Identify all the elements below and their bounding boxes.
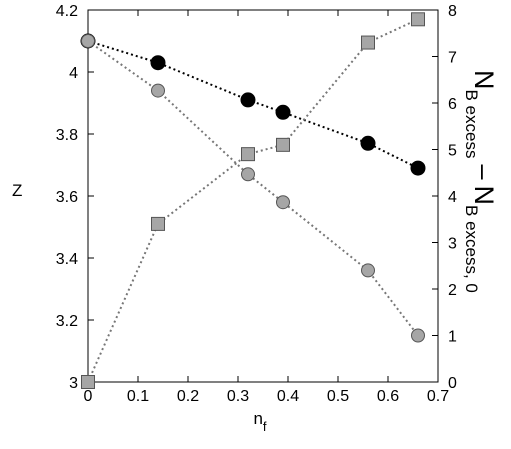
x-axis-label: nf xyxy=(253,409,266,434)
series-2-point xyxy=(361,35,375,50)
y2-tick-label: 5 xyxy=(448,143,457,160)
x-tick-label: 0.7 xyxy=(427,388,449,405)
series-2-point xyxy=(276,137,290,152)
y2-label-minus: – xyxy=(469,164,499,179)
x-tick-label: 0.1 xyxy=(127,388,149,405)
y2-tick-label: 6 xyxy=(448,96,457,113)
y-tick-label: 4 xyxy=(69,65,78,82)
y-tick-label: 3.2 xyxy=(56,313,78,330)
series-1-point xyxy=(151,83,165,98)
y2-label-part1: N xyxy=(469,70,499,90)
y2-tick-label: 0 xyxy=(448,375,457,392)
x-tick-label: 0.6 xyxy=(377,388,399,405)
y2-tick-label: 2 xyxy=(448,282,457,299)
x-tick-label: 0.3 xyxy=(227,388,249,405)
y2-axis-label: NB excess–NB excess, 0 xyxy=(462,70,499,293)
series-1-point xyxy=(361,263,375,278)
x-axis-label-main: n xyxy=(253,409,262,428)
x-tick-label: 0.5 xyxy=(327,388,349,405)
series-1-line xyxy=(87,40,419,337)
series-0-line xyxy=(87,40,419,169)
y-tick-label: 3.4 xyxy=(56,251,78,268)
series-0-point xyxy=(150,55,166,71)
y-tick-label: 4.2 xyxy=(56,3,78,20)
y2-label-part1-sub: B excess xyxy=(462,90,481,159)
y2-label-part2-sub: B excess, 0 xyxy=(462,205,481,293)
y2-tick-label: 1 xyxy=(448,329,457,346)
y-tick-label: 3.8 xyxy=(56,127,78,144)
y2-tick-label: 8 xyxy=(448,3,457,20)
x-tick-label: 0.2 xyxy=(177,388,199,405)
x-tick-label: 0.4 xyxy=(277,388,299,405)
series-0-point xyxy=(275,104,291,120)
plot-frame xyxy=(87,9,439,383)
axis-ticks: 0 0.1 0.2 0.3 0.4 0.5 0.6 0.7 3 3.2 3.4 3.6 3.8 4 4.2 0… xyxy=(56,3,457,405)
series-0-point xyxy=(360,135,376,151)
series-1-point xyxy=(241,167,255,182)
y2-tick-label: 7 xyxy=(448,50,457,67)
series-layer xyxy=(80,12,426,389)
series-1-point xyxy=(81,34,95,48)
series-0-point xyxy=(240,92,256,108)
y2-tick-label: 3 xyxy=(448,236,457,253)
series-2-point xyxy=(241,147,255,162)
series-2-point xyxy=(151,216,165,231)
series-2-line xyxy=(87,18,419,383)
x-axis-label-sub: f xyxy=(263,419,267,434)
x-tick-label: 0 xyxy=(84,388,93,405)
series-1-point xyxy=(411,328,425,343)
series-2-point xyxy=(81,375,95,389)
series-0-point xyxy=(410,160,426,176)
series-1-point xyxy=(276,195,290,210)
series-2-point xyxy=(411,12,425,27)
y-tick-label: 3.6 xyxy=(56,189,78,206)
y-tick-label: 3 xyxy=(69,375,78,392)
y-axis-label: Z xyxy=(12,181,22,200)
svg-text:NB excess–NB excess, 0: NB excess–NB excess, 0 xyxy=(462,70,499,293)
y2-tick-label: 4 xyxy=(448,189,457,206)
y2-label-part2: N xyxy=(469,186,499,206)
